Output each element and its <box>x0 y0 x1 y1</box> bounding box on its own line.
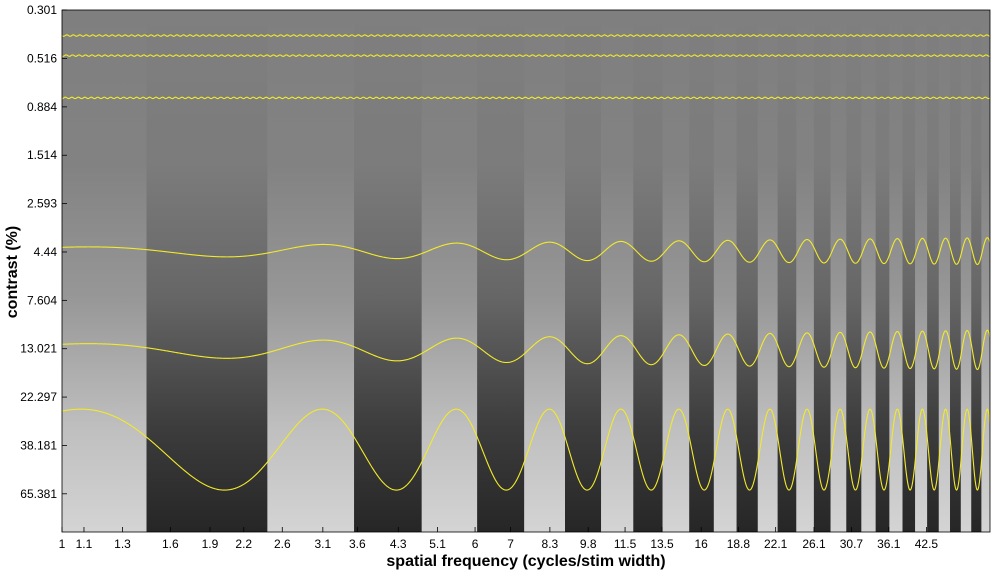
x-tick-label: 11.5 <box>614 537 637 551</box>
x-tick-label: 2.2 <box>235 537 252 551</box>
x-tick-label: 1 <box>59 537 66 551</box>
contrast-fade-overlay <box>62 10 990 532</box>
x-tick-label: 1.6 <box>162 537 179 551</box>
x-tick-label: 4.3 <box>390 537 407 551</box>
x-axis: 1 1.1 1.3 1.6 1.9 2.2 2.6 3.1 3.6 4.3 5.1 6 7 8.3 9.8 1… <box>59 527 939 551</box>
x-axis-label: spatial frequency (cycles/stim width) <box>386 553 665 570</box>
series-line-4 <box>62 237 990 266</box>
x-tick-label: 36.1 <box>877 537 901 551</box>
y-tick-label: 22.297 <box>20 390 57 404</box>
x-tick-label: 42.5 <box>915 537 939 551</box>
y-axis: 0.301 0.516 0.884 1.514 2.593 4.44 7.604 13.021… <box>20 3 67 501</box>
y-tick-label: 4.44 <box>34 245 58 259</box>
plot-area <box>62 10 990 532</box>
series-line-6 <box>62 408 990 491</box>
x-tick-label: 1.3 <box>114 537 131 551</box>
x-tick-label: 7 <box>507 537 514 551</box>
x-tick-label: 26.1 <box>802 537 826 551</box>
y-tick-label: 0.516 <box>27 51 57 65</box>
x-tick-label: 2.6 <box>274 537 291 551</box>
series-group <box>62 34 990 491</box>
series-line-5 <box>62 329 990 371</box>
y-tick-label: 2.593 <box>27 197 57 211</box>
x-tick-label: 9.8 <box>580 537 597 551</box>
x-tick-label: 13.5 <box>650 537 674 551</box>
y-tick-label: 0.884 <box>27 100 57 114</box>
series-line-1 <box>62 34 990 37</box>
x-tick-label: 1.1 <box>76 537 93 551</box>
x-tick-label: 3.1 <box>314 537 331 551</box>
y-axis-label: contrast (%) <box>4 226 21 318</box>
y-tick-label: 65.381 <box>20 487 57 501</box>
y-tick-label: 0.301 <box>27 3 57 17</box>
x-tick-label: 3.6 <box>349 537 366 551</box>
x-tick-label: 22.1 <box>764 537 788 551</box>
y-tick-label: 1.514 <box>27 148 57 162</box>
series-line-2 <box>62 54 990 57</box>
x-tick-label: 16 <box>695 537 709 551</box>
y-tick-label: 7.604 <box>27 293 57 307</box>
x-tick-label: 5.1 <box>429 537 446 551</box>
plot-frame <box>61 9 991 533</box>
x-tick-label: 8.3 <box>542 537 559 551</box>
y-tick-label: 13.021 <box>20 342 57 356</box>
x-tick-label: 6 <box>472 537 479 551</box>
series-line-3 <box>62 96 990 100</box>
y-tick-label: 38.181 <box>20 438 57 452</box>
x-tick-label: 18.8 <box>727 537 751 551</box>
x-tick-label: 30.7 <box>840 537 864 551</box>
x-tick-label: 1.9 <box>202 537 219 551</box>
